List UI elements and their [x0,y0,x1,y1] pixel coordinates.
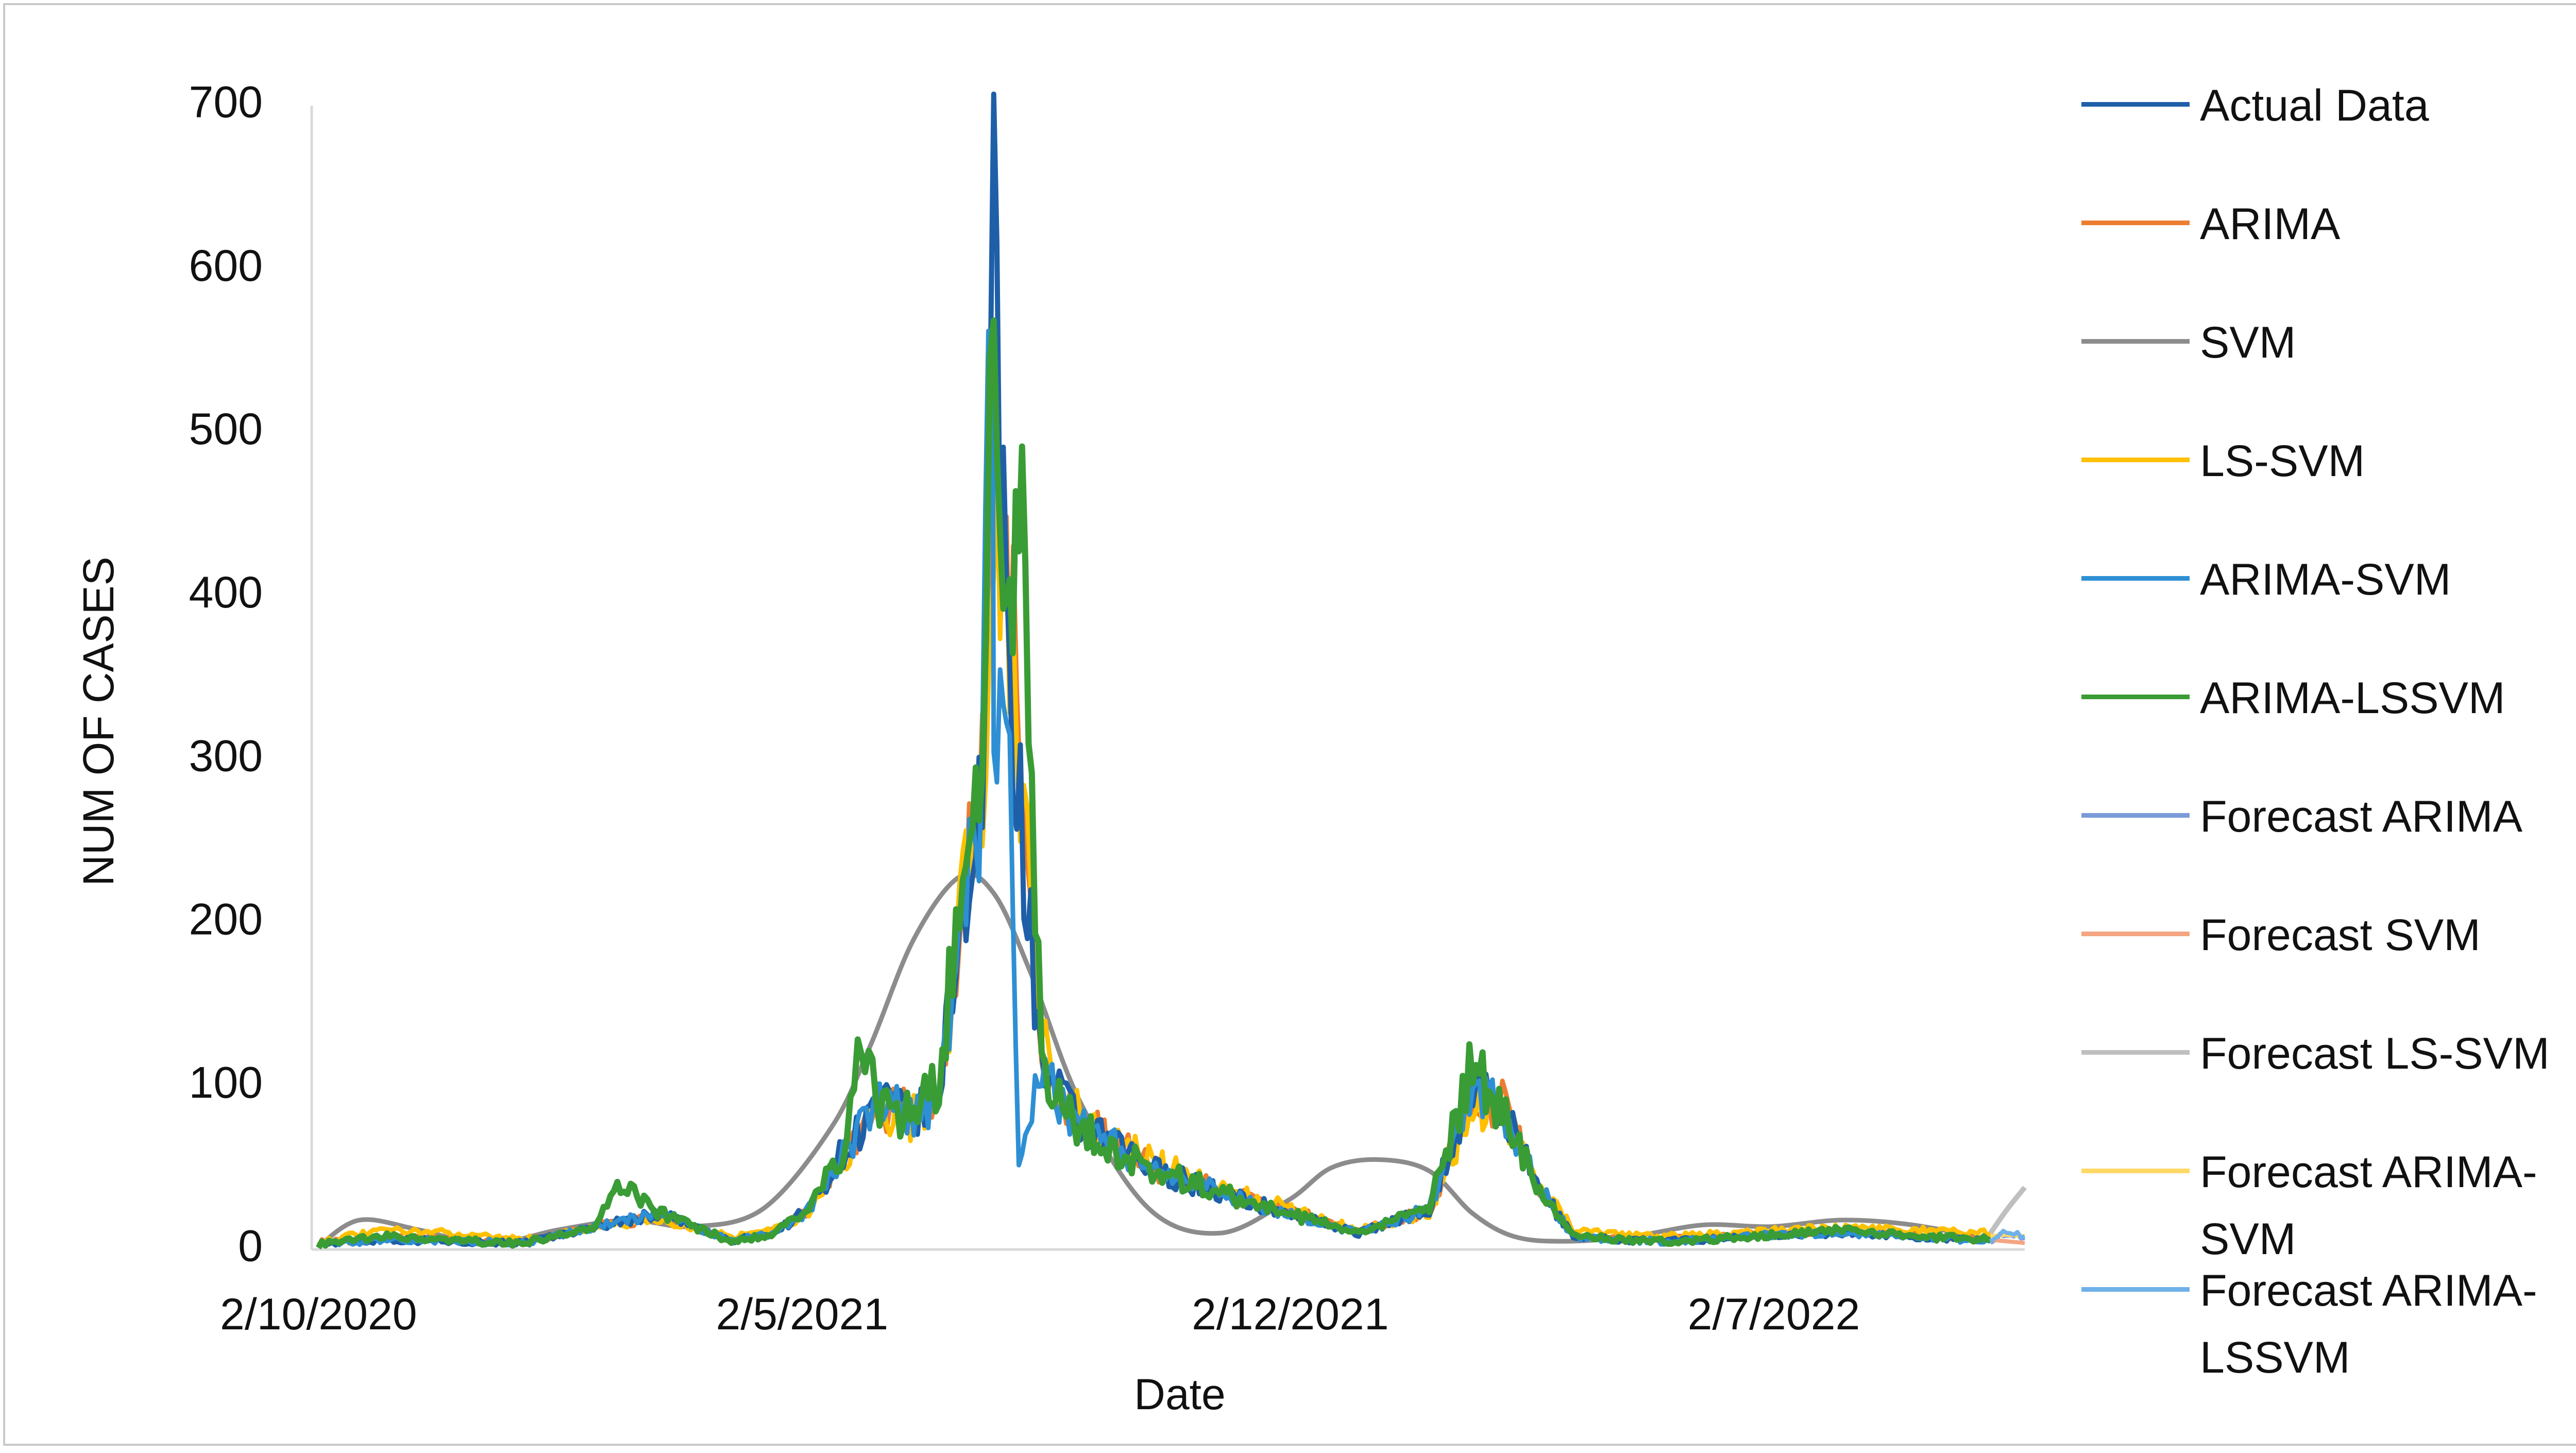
legend-item: ARIMA [2081,191,2576,258]
x-tick-label: 2/12/2021 [1192,1290,1389,1339]
legend-swatch [2081,458,2190,462]
y-tick-label: 100 [189,1058,263,1108]
legend-swatch [2081,1169,2190,1173]
legend-item: Forecast SVM [2081,902,2576,969]
legend-label: Forecast ARIMA-SVM [2200,1147,2537,1264]
series-line-actual-data [316,91,1992,1249]
legend-label: ARIMA-SVM [2200,555,2451,604]
series-line-arima [316,486,1992,1247]
legend-swatch [2081,339,2190,344]
legend-item: Forecast ARIMA-SVM [2081,1139,2576,1273]
legend-item: Forecast ARIMA [2081,783,2576,850]
legend-item: ARIMA-SVM [2081,546,2576,613]
series-line-ls-svm [317,468,1992,1246]
series-line-svm [317,871,1991,1248]
y-tick-label: 200 [189,894,263,944]
legend-label: Forecast ARIMA [2200,792,2523,841]
legend-label: Forecast SVM [2200,910,2481,960]
axes [310,106,2025,1251]
series-line-forecast-arima-lssvm [1989,1228,2026,1243]
series-group [316,91,2027,1249]
series-line-forecast-ls-svm [1988,1186,2027,1235]
legend-item: Actual Data [2081,72,2576,139]
legend-swatch [2081,1287,2190,1292]
legend-label: Actual Data [2200,81,2429,130]
legend-label: ARIMA-LSSVM [2200,673,2505,723]
y-tick-label: 300 [189,731,263,781]
legend-swatch [2081,695,2190,699]
x-tick-label: 2/7/2022 [1688,1290,1860,1339]
legend-swatch [2081,813,2190,818]
legend-item: ARIMA-LSSVM [2081,665,2576,732]
legend-swatch [2081,102,2190,107]
series-line-arima-lssvm [316,317,1991,1249]
legend-item: Forecast LS-SVM [2081,1020,2576,1087]
x-tick-label: 2/5/2021 [716,1290,889,1339]
x-tick-label: 2/10/2020 [220,1290,417,1339]
y-tick-label: 500 [189,404,263,454]
legend-swatch [2081,221,2190,225]
legend-label: ARIMA [2200,199,2341,249]
x-axis-title: Date [1134,1370,1225,1418]
y-tick-label: 600 [189,241,263,291]
legend-swatch [2081,932,2190,936]
legend-label: Forecast ARIMA-LSSVM [2200,1266,2537,1382]
legend-swatch [2081,1050,2190,1055]
x-axis-ticks: 2/10/2020 2/5/2021 2/12/2021 2/7/2022 [220,1290,1860,1339]
legend-item: Forecast ARIMA-LSSVM [2081,1257,2576,1391]
series-line-arima-svm [316,328,1992,1249]
legend-item: LS-SVM [2081,428,2576,495]
y-tick-label: 400 [189,568,263,617]
legend-label: Forecast LS-SVM [2200,1029,2550,1078]
legend-label: LS-SVM [2200,436,2365,486]
legend-label: SVM [2200,318,2296,367]
legend-swatch [2081,576,2190,581]
legend-item: SVM [2081,309,2576,376]
y-axis-ticks: 0 100 200 300 400 500 600 700 [189,78,263,1271]
y-tick-label: 0 [238,1222,263,1271]
y-axis-title: NUM OF CASES [74,556,123,886]
y-tick-label: 700 [189,78,263,127]
